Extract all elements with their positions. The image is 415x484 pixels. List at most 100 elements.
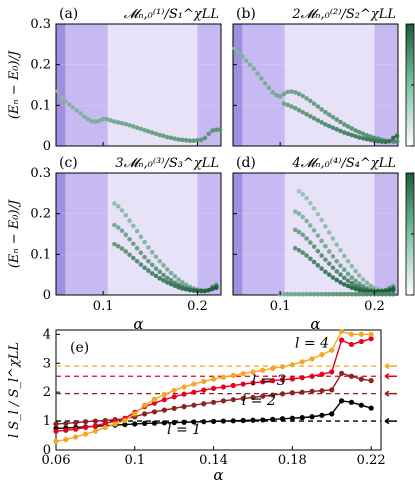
series-point	[230, 382, 236, 389]
data-point	[349, 285, 355, 290]
series-point	[348, 373, 355, 379]
series-point	[92, 418, 98, 424]
data-point	[296, 211, 302, 216]
data-point	[123, 232, 129, 238]
data-point	[277, 94, 283, 99]
arrow-marker	[384, 373, 397, 380]
data-point	[379, 139, 385, 144]
series-point	[181, 384, 187, 390]
data-point	[161, 278, 166, 283]
data-point	[172, 283, 178, 288]
data-point	[368, 283, 373, 288]
panel-title: 3𝓜ₙ,₀⁽³⁾/S₃^χLL	[115, 156, 219, 171]
data-point	[292, 209, 298, 214]
data-point	[142, 239, 147, 245]
data-point	[304, 253, 309, 258]
data-point	[285, 89, 290, 95]
x-tick-label: 0.1	[124, 453, 145, 468]
data-point	[349, 132, 355, 138]
data-point	[345, 258, 351, 264]
series-point	[92, 428, 98, 434]
data-point	[338, 263, 343, 269]
plot-frame	[55, 23, 222, 147]
data-point	[357, 291, 362, 297]
y-axis-label: (Eₙ − E₀)/J	[7, 50, 22, 119]
data-point	[304, 195, 309, 201]
series-point	[82, 419, 89, 425]
data-point	[281, 101, 287, 107]
data-point	[364, 280, 370, 286]
x-tick-label: 0.1	[270, 299, 291, 314]
line-label: l = 3	[252, 373, 286, 389]
data-point	[202, 135, 208, 141]
series-point	[151, 396, 158, 402]
data-point	[134, 245, 140, 251]
data-point	[311, 101, 317, 107]
series-point	[348, 341, 355, 348]
data-point	[243, 58, 249, 63]
data-point	[149, 262, 155, 268]
data-point	[360, 277, 366, 282]
series-point	[279, 364, 286, 370]
data-point	[289, 291, 294, 297]
series-point	[289, 415, 295, 421]
series-point	[319, 412, 325, 418]
x-tick-label: 0.14	[199, 453, 228, 468]
data-point	[270, 90, 275, 95]
series-point	[289, 390, 295, 396]
data-point	[183, 282, 189, 288]
data-point	[357, 135, 362, 140]
series-point	[122, 417, 128, 424]
data-point	[123, 121, 129, 127]
data-point	[304, 236, 309, 241]
data-point	[63, 98, 68, 104]
data-point	[319, 253, 324, 258]
data-point	[296, 229, 302, 235]
data-point	[168, 135, 174, 141]
data-point	[285, 291, 290, 297]
data-point	[311, 244, 317, 249]
y-tick-label: 0	[43, 139, 51, 154]
series-point	[210, 385, 217, 392]
data-point	[390, 139, 396, 144]
line-label: l = 1	[167, 422, 201, 438]
data-point	[334, 127, 340, 132]
panel-label: (b)	[236, 6, 256, 22]
series-point	[329, 387, 335, 393]
series-point	[339, 328, 345, 335]
data-point	[180, 286, 185, 291]
data-point	[153, 254, 159, 260]
data-point	[360, 288, 366, 294]
data-point	[349, 280, 355, 286]
y-tick-label: 3	[43, 356, 51, 371]
data-point	[300, 93, 306, 99]
data-point	[323, 243, 328, 249]
data-point	[387, 138, 392, 144]
series-point	[270, 365, 276, 372]
data-point	[157, 269, 163, 275]
data-point	[323, 269, 328, 275]
panel-label: (e)	[70, 340, 89, 356]
data-point	[300, 232, 306, 238]
data-point	[326, 272, 332, 277]
data-point	[198, 288, 204, 294]
data-point	[274, 92, 279, 98]
data-point	[289, 89, 294, 94]
series-point	[201, 378, 207, 385]
series-point	[260, 379, 266, 385]
data-point	[164, 267, 170, 272]
data-point	[338, 119, 343, 125]
x-axis-label: α	[213, 466, 223, 484]
series-point	[368, 378, 374, 384]
data-point	[112, 241, 117, 247]
background-band	[107, 24, 198, 146]
data-point	[304, 218, 309, 224]
data-point	[353, 291, 358, 297]
y-tick-label: 0.3	[30, 17, 51, 32]
data-point	[180, 280, 185, 285]
series-point	[220, 384, 227, 390]
series-point	[132, 421, 138, 427]
data-point	[232, 46, 238, 51]
data-point	[330, 265, 336, 271]
